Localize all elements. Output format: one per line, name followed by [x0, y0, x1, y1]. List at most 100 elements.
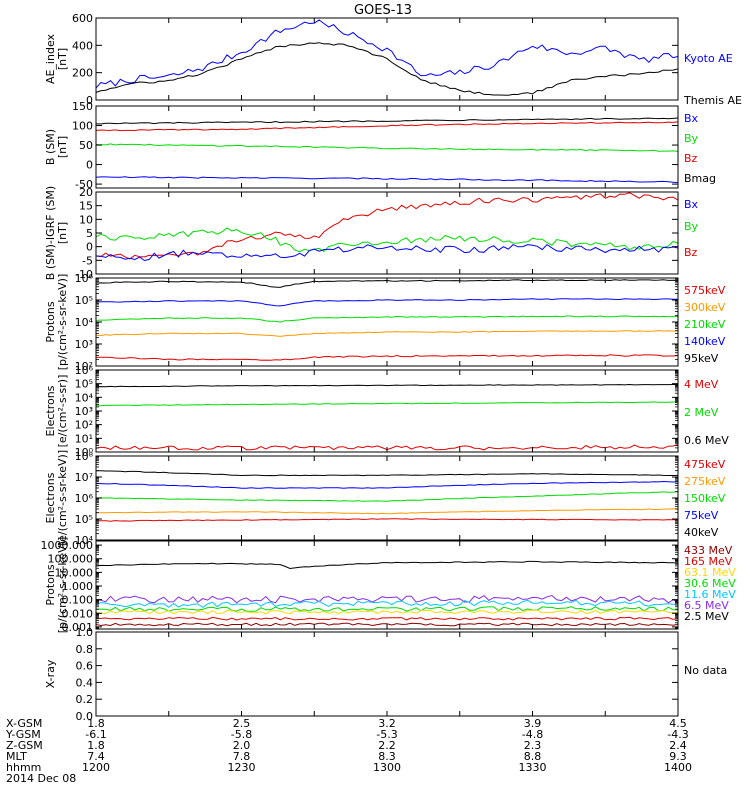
x-tick-label-y-gsm: -5.3	[376, 728, 397, 741]
figure-title: GOES-13	[354, 3, 412, 18]
panel-bsm: -50 0 50 100 150 B (SM) [nT] Bx By Bz Bmag	[44, 100, 716, 191]
y-tick-label: 0	[86, 94, 93, 107]
x-tick-label-y-gsm: -5.8	[231, 728, 252, 741]
y-tick-label: 10⁶	[75, 272, 94, 285]
y-tick-label: -5	[82, 254, 93, 267]
series-line-by	[95, 143, 679, 152]
series-line-bz	[95, 121, 679, 132]
legend-label: Bx	[684, 198, 699, 211]
y-tick-label: 10⁷	[75, 471, 93, 484]
y-axis-label: [e/(cm²-s-sr)]	[56, 375, 69, 448]
legend-label: No data	[684, 664, 727, 677]
series-line-2-5-mev	[95, 560, 679, 570]
panel-ae: 0 200 400 600 AE_index [nT] Kyoto AE Themis AE	[44, 12, 742, 107]
x-tick-label-mlt: 7.8	[233, 750, 251, 763]
y-tick-label: 10.000	[55, 566, 94, 579]
y-tick-label: 10⁸	[75, 450, 94, 463]
y-axis-label: [e/(cm²-s-sr-keV)]	[56, 450, 69, 546]
x-tick-label-mlt: 8.8	[524, 750, 542, 763]
x-row-label: Z-GSM	[6, 739, 43, 752]
legend-label: 63.1 MeV	[684, 566, 736, 579]
x-tick-label-mlt: 7.4	[87, 750, 105, 763]
series-line-300kev	[95, 329, 679, 337]
y-tick-label: -50	[75, 178, 93, 191]
legend-label: Themis AE	[683, 94, 742, 107]
legend-label: 30.6 MeV	[684, 577, 736, 590]
series-line-140kev	[95, 298, 678, 307]
y-tick-label: 10⁴	[75, 391, 94, 404]
panel-frame	[95, 540, 679, 630]
legend-label: 0.6 MeV	[684, 434, 729, 447]
y-tick-label: 10¹	[75, 432, 93, 445]
y-tick-label: 10⁴	[75, 534, 94, 547]
series-line-bz	[95, 192, 679, 260]
series-line-63-1-mev	[95, 609, 679, 615]
y-tick-label: 10⁶	[75, 364, 94, 377]
y-tick-label: 0.001	[62, 621, 94, 634]
y-tick-label: -10	[75, 268, 93, 281]
y-tick-label: 150	[72, 100, 93, 113]
series-line-150kev	[95, 491, 679, 502]
x-tick-label-x-gsm: 4.5	[669, 717, 687, 730]
x-tick-label-hhmm: 1230	[228, 761, 256, 774]
x-row-label: Y-GSM	[5, 728, 41, 741]
legend-label: 433 MeV	[684, 544, 733, 557]
panel-electrons_kev: 10⁴ 10⁵ 10⁶ 10⁷ 10⁸ Electrons [e/(cm²-s-sr-keV…	[44, 450, 726, 547]
y-tick-label: 10⁵	[75, 513, 93, 526]
y-tick-label: 600	[72, 12, 93, 25]
panel-frame	[95, 369, 679, 453]
y-tick-label: 10⁰	[75, 446, 94, 459]
y-tick-label: 0.100	[62, 594, 94, 607]
y-tick-label: 1000.000	[41, 539, 94, 552]
series-line-30-6-mev	[95, 606, 679, 612]
y-tick-label: 1.0	[76, 626, 94, 639]
legend-label: 11.6 MeV	[684, 588, 736, 601]
panel-protons_kev: 10² 10³ 10⁴ 10⁵ 10⁶ Protons [p/(cm²-s-sr-keV)]…	[44, 272, 726, 373]
legend-label: 75keV	[684, 509, 719, 522]
series-line-kyoto-ae	[95, 19, 679, 89]
series-line-11-6-mev	[95, 599, 679, 609]
panel-frame	[95, 191, 679, 275]
x-tick-label-x-gsm: 3.2	[378, 717, 396, 730]
panel-frame	[95, 455, 679, 541]
y-axis-label: AE_index	[44, 33, 57, 84]
y-tick-label: 0.010	[62, 607, 94, 620]
y-tick-label: 10³	[75, 338, 93, 351]
y-axis-label: Electrons	[44, 385, 57, 436]
legend-label: By	[684, 220, 699, 233]
y-tick-label: 0	[86, 159, 93, 172]
series-line-bx	[95, 176, 679, 183]
x-tick-label-hhmm: 1200	[82, 761, 110, 774]
x-tick-label-y-gsm: -4.8	[522, 728, 543, 741]
y-tick-label: 100.000	[48, 553, 94, 566]
series-line-bx	[95, 243, 679, 262]
y-axis-label: B (SM)	[44, 129, 57, 165]
y-axis-label: [p/(cm²-s-sr-keV)]	[56, 274, 69, 371]
y-tick-label: 400	[72, 39, 93, 52]
legend-label: 300keV	[684, 301, 726, 314]
y-tick-label: 15	[79, 200, 93, 213]
y-tick-label: 50	[79, 139, 93, 152]
series-line-165-mev	[95, 616, 679, 621]
legend-label: 6.5 MeV	[684, 599, 729, 612]
x-row-label: 2014 Dec 08	[6, 772, 76, 785]
series-line-75kev	[95, 480, 679, 489]
x-tick-label-mlt: 8.3	[378, 750, 396, 763]
legend-label: Bx	[684, 112, 699, 125]
y-axis-label: [nT]	[56, 222, 69, 244]
panel-frame	[95, 277, 679, 367]
y-tick-label: 20	[79, 186, 93, 199]
y-axis-label: X-ray	[44, 659, 57, 688]
x-tick-label-z-gsm: 1.8	[87, 739, 105, 752]
series-line-bmag	[95, 117, 679, 125]
legend-label: Bz	[684, 246, 698, 259]
legend-label: 2 MeV	[684, 406, 719, 419]
y-tick-label: 10³	[75, 405, 93, 418]
legend-label: 2.5 MeV	[684, 610, 729, 623]
legend-label: 575keV	[684, 284, 726, 297]
x-tick-label-z-gsm: 2.2	[378, 739, 396, 752]
legend-label: 475keV	[684, 458, 726, 471]
